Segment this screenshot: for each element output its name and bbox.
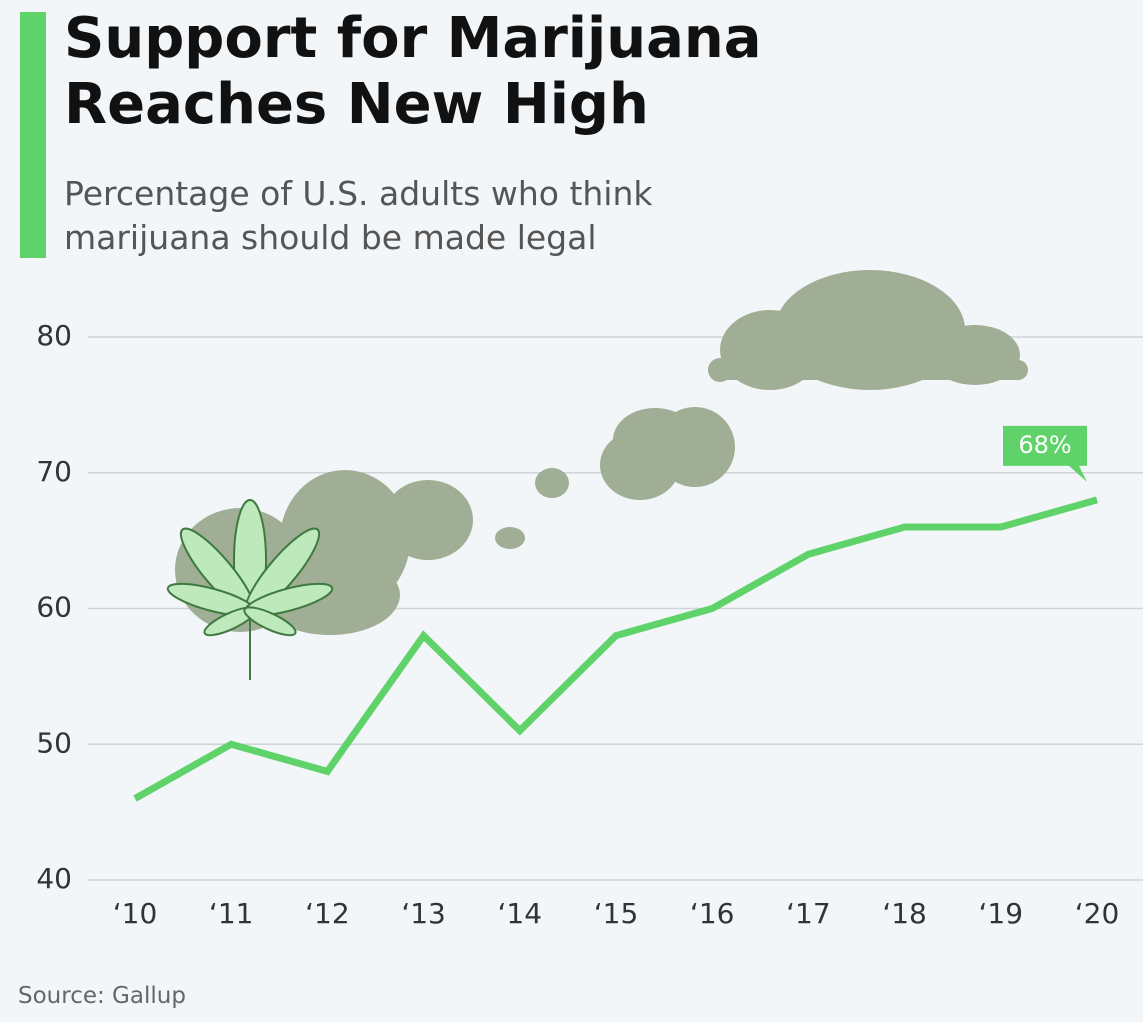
x-tick-label: ‘10 [113,897,158,930]
x-tick-label: ‘13 [401,897,446,930]
chart-subtitle: Percentage of U.S. adults who think mari… [64,174,653,257]
x-tick-label: ‘16 [690,897,735,930]
leaf-decoration [166,499,334,680]
y-tick-label: 50 [36,726,72,759]
accent-bar [20,12,46,258]
y-tick-label: 80 [36,319,72,352]
x-tick-label: ‘11 [209,897,254,930]
source: Source: Gallup [18,983,186,1009]
smoke-decoration [175,270,1028,635]
x-tick-label: ‘20 [1075,897,1120,930]
y-tick-label: 70 [36,455,72,488]
x-tick-label: ‘18 [882,897,927,930]
chart-title: Support for Marijuana Reaches New High [64,6,762,137]
y-tick-label: 40 [36,862,72,895]
y-tick-label: 60 [36,591,72,624]
data-line [133,496,1098,802]
value-label-text: 68% [1018,431,1071,459]
value-label-box [1003,425,1087,482]
x-tick-label: ‘14 [498,897,543,930]
x-tick-label: ‘15 [594,897,639,930]
x-tick-label: ‘12 [305,897,350,930]
value-label: 68% [1003,425,1087,482]
x-tick-label: ‘17 [786,897,831,930]
x-tick-label: ‘19 [979,897,1024,930]
